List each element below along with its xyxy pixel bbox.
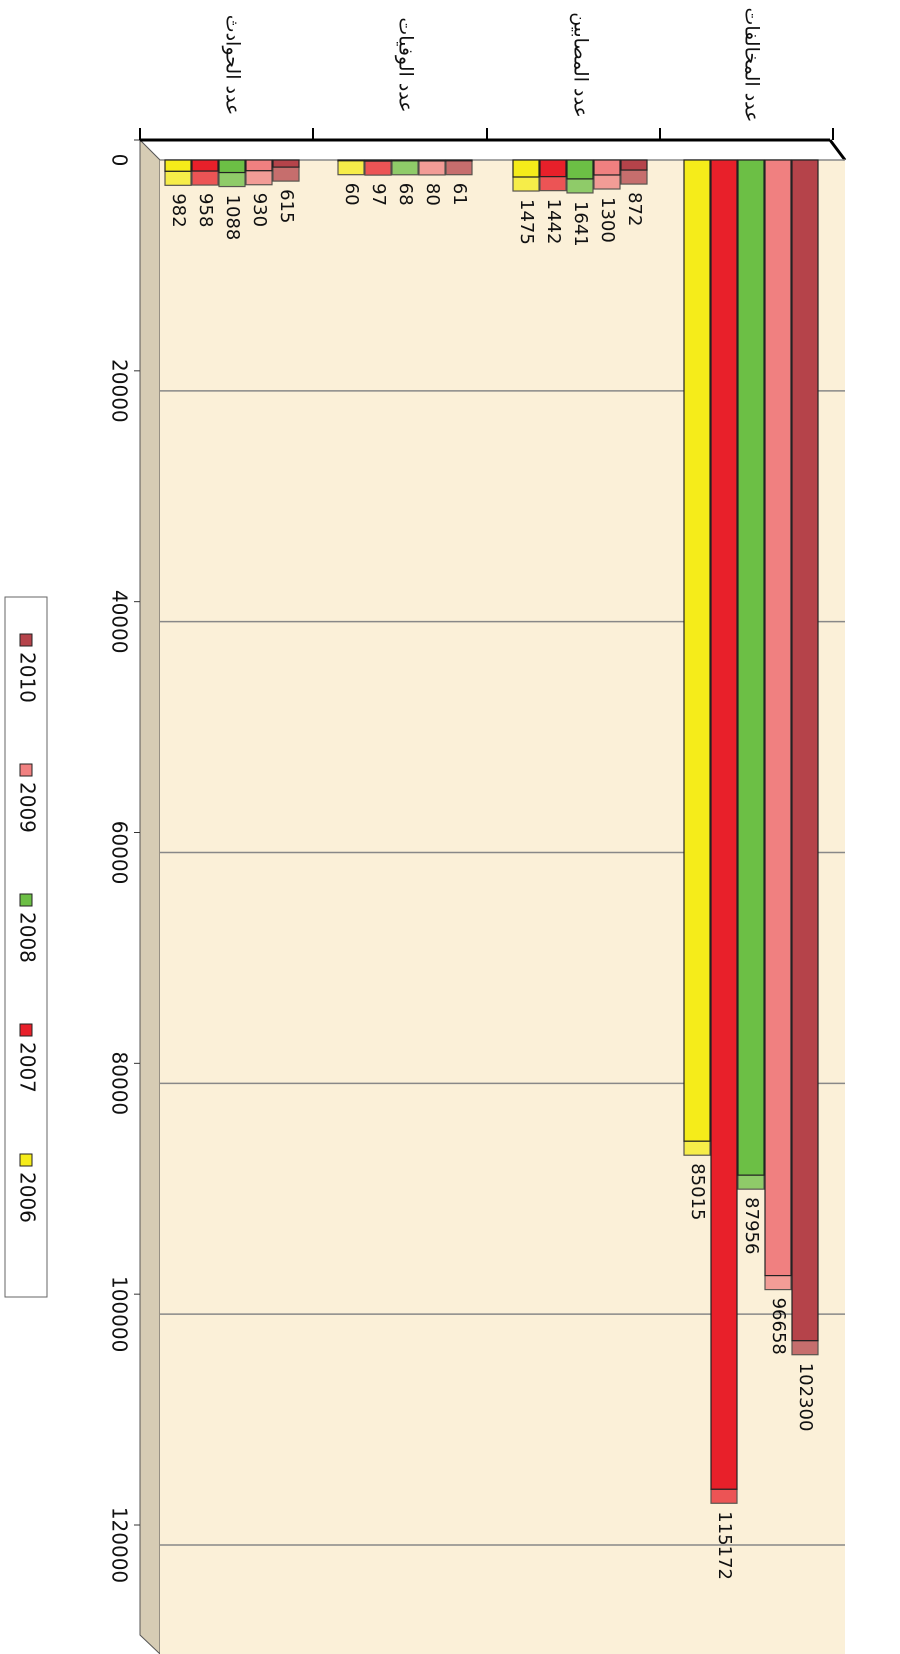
bar-end bbox=[683, 1140, 711, 1156]
y-tick-label: 20000 bbox=[108, 359, 132, 423]
bar-end bbox=[164, 170, 192, 186]
value-label: 1088 bbox=[222, 195, 243, 241]
bar bbox=[245, 159, 273, 172]
y-tick-label: 80000 bbox=[108, 1052, 132, 1116]
side-wall bbox=[139, 138, 161, 1654]
bar-end bbox=[593, 174, 621, 190]
y-tick-label: 0 bbox=[108, 154, 132, 167]
value-label: 1300 bbox=[597, 197, 618, 243]
bar-end bbox=[391, 160, 419, 176]
value-label: 958 bbox=[195, 193, 216, 227]
bar bbox=[791, 159, 819, 1342]
bar bbox=[566, 159, 594, 180]
plot-area bbox=[160, 160, 845, 1654]
value-label: 930 bbox=[249, 193, 270, 227]
value-label: 115172 bbox=[714, 1511, 735, 1580]
bar-end bbox=[418, 160, 446, 176]
bar bbox=[764, 159, 792, 1277]
value-label: 68 bbox=[395, 183, 416, 206]
bar bbox=[191, 159, 219, 172]
legend-box bbox=[4, 596, 48, 1298]
value-label: 61 bbox=[449, 183, 470, 206]
bar-end bbox=[539, 176, 567, 192]
bar-end bbox=[337, 160, 365, 176]
y-tick-label: 40000 bbox=[108, 590, 132, 654]
value-label: 982 bbox=[168, 193, 189, 227]
value-label: 872 bbox=[624, 192, 645, 226]
x-tick-label: عدد المصابين bbox=[570, 12, 592, 118]
value-label: 615 bbox=[276, 189, 297, 223]
value-label: 85015 bbox=[687, 1163, 708, 1220]
value-label: 96658 bbox=[768, 1298, 789, 1355]
legend-swatch bbox=[19, 1023, 33, 1037]
legend-label: 2007 bbox=[16, 1042, 40, 1093]
bar bbox=[620, 159, 648, 171]
bar-end bbox=[191, 170, 219, 186]
value-label: 97 bbox=[368, 183, 389, 206]
y-tick-label: 100000 bbox=[108, 1276, 132, 1352]
value-label: 80 bbox=[422, 183, 443, 206]
bar bbox=[593, 159, 621, 176]
bar-end bbox=[791, 1340, 819, 1356]
legend-swatch bbox=[19, 893, 33, 907]
bar-end bbox=[245, 170, 273, 186]
bar bbox=[737, 159, 765, 1176]
bar bbox=[683, 159, 711, 1142]
value-label: 102300 bbox=[795, 1363, 816, 1432]
value-label: 1442 bbox=[543, 199, 564, 245]
bar-end bbox=[218, 171, 246, 188]
axis-edge bbox=[828, 139, 847, 161]
bar bbox=[164, 159, 192, 172]
legend-swatch bbox=[19, 1153, 33, 1167]
bar bbox=[512, 159, 540, 178]
bar bbox=[218, 159, 246, 174]
y-tick-label: 120000 bbox=[108, 1507, 132, 1583]
bar-end bbox=[272, 166, 300, 182]
bar-end bbox=[566, 178, 594, 194]
bar-end bbox=[364, 160, 392, 176]
bar-end bbox=[512, 176, 540, 192]
bar bbox=[539, 159, 567, 178]
x-tick-label: عدد الوفيات bbox=[395, 17, 417, 112]
legend-swatch bbox=[19, 633, 33, 647]
bar-end bbox=[737, 1174, 765, 1190]
x-tick-label: عدد المخالفات bbox=[741, 8, 763, 123]
value-label: 1475 bbox=[516, 199, 537, 245]
value-label: 1641 bbox=[570, 201, 591, 247]
bar-end bbox=[445, 160, 473, 176]
value-label: 60 bbox=[341, 183, 362, 206]
bar-end bbox=[764, 1274, 792, 1291]
x-tick-label: عدد الحوادث bbox=[222, 15, 244, 116]
legend-swatch bbox=[19, 763, 33, 777]
bar bbox=[272, 159, 300, 168]
bar-end bbox=[620, 169, 648, 185]
legend-label: 2006 bbox=[16, 1172, 40, 1223]
legend-label: 2010 bbox=[16, 652, 40, 703]
bar bbox=[710, 159, 738, 1490]
y-tick-label: 60000 bbox=[108, 821, 132, 885]
value-label: 87956 bbox=[741, 1197, 762, 1254]
legend-label: 2008 bbox=[16, 912, 40, 963]
legend-label: 2009 bbox=[16, 782, 40, 833]
bar-end bbox=[710, 1488, 738, 1504]
